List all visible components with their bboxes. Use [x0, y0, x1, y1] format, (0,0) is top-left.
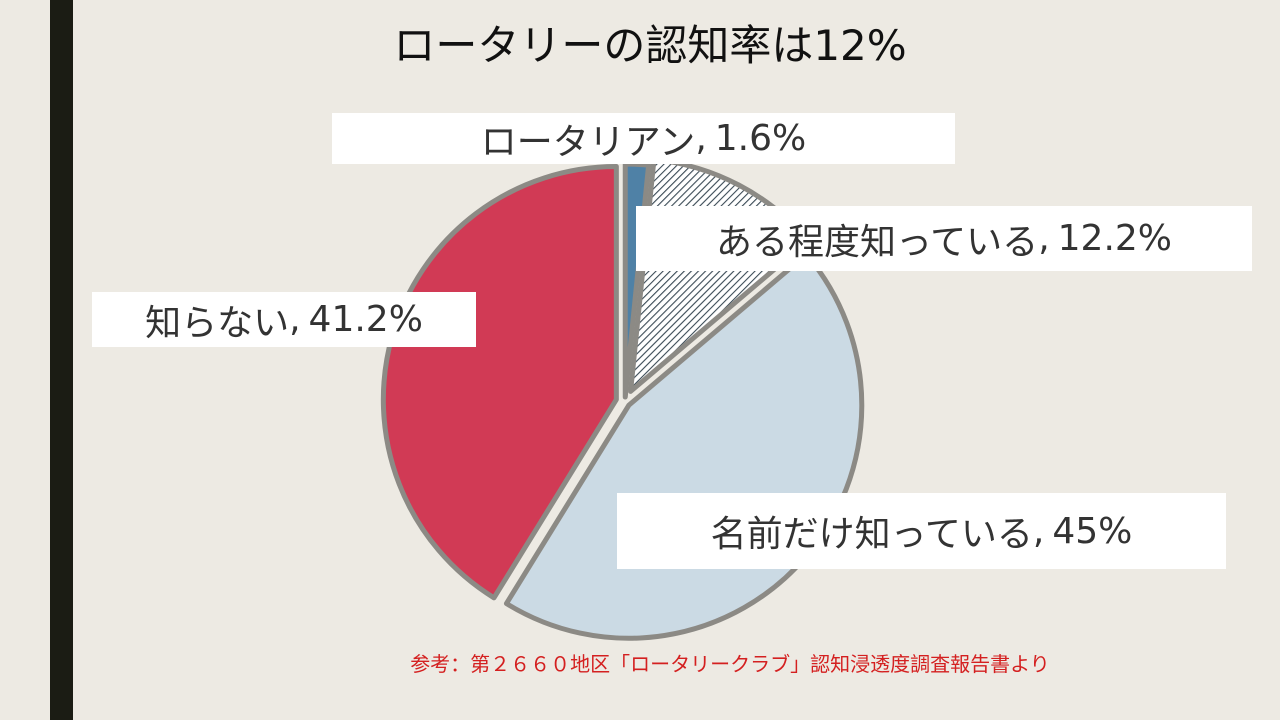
source-note: 参考：第２６６０地区「ロータリークラブ」認知浸透度調査報告書より: [410, 652, 1050, 676]
slice-label-value: 12.2%: [1057, 218, 1173, 259]
slice-label-rotarian: ロータリアン, 1.6%: [332, 113, 955, 164]
slice-label-name: ロータリアン: [480, 121, 696, 163]
slice-label-dont-know: 知らない, 41.2%: [92, 292, 476, 347]
slice-label-value: 41.2%: [308, 299, 423, 340]
slice-label-value: 45%: [1052, 510, 1133, 552]
slide-title: ロータリーの認知率は12%: [393, 21, 907, 70]
slice-label-name: 名前だけ知っている: [710, 514, 1033, 555]
accent-bar: [50, 0, 73, 720]
slice-label-name: ある程度知っている: [715, 221, 1039, 263]
slice-label-name-only: 名前だけ知っている, 45%: [617, 493, 1226, 569]
slice-label-somewhat-know: ある程度知っている, 12.2%: [636, 206, 1252, 271]
slice-label-name: 知らない: [145, 302, 290, 344]
slice-label-value: 1.6%: [714, 118, 807, 159]
